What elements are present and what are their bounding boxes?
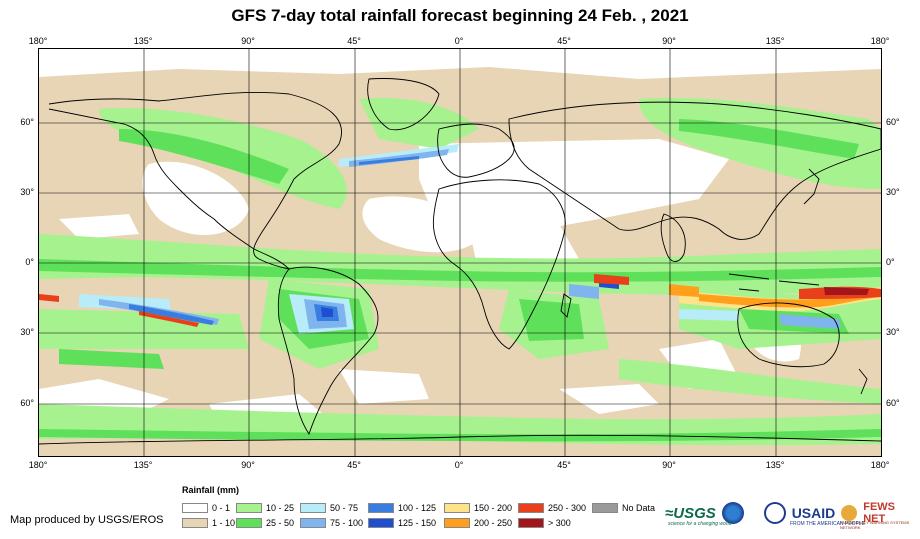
legend-swatch xyxy=(592,502,618,513)
legend-swatch xyxy=(236,502,262,513)
right-tick-label: 60° xyxy=(886,117,900,127)
noaa-icon xyxy=(721,502,744,524)
legend-label: 50 - 75 xyxy=(330,502,359,513)
legend-label: > 300 xyxy=(548,517,571,528)
legend-label: 150 - 200 xyxy=(474,502,513,513)
legend-swatch xyxy=(300,517,326,528)
graticule xyxy=(39,49,881,456)
legend-item: 25 - 50 xyxy=(236,517,294,528)
map-title: GFS 7-day total rainfall forecast beginn… xyxy=(231,6,689,25)
left-tick-label: 0° xyxy=(25,257,34,267)
usaid-tagline: FROM THE AMERICAN PEOPLE xyxy=(790,521,865,527)
left-tick-label: 30° xyxy=(20,327,34,337)
legend-label: 10 - 25 xyxy=(266,502,295,513)
rain-heavy xyxy=(39,274,881,327)
legend-item: 125 - 150 xyxy=(368,517,436,528)
bottom-tick-label: 180° xyxy=(28,460,48,470)
legend-swatch xyxy=(518,517,544,528)
legend-swatch xyxy=(182,502,208,513)
top-tick-label: 180° xyxy=(28,36,48,46)
bottom-tick-label: 90° xyxy=(241,460,255,470)
legend-item: 50 - 75 xyxy=(300,502,358,513)
top-tick-label: 180° xyxy=(870,36,890,46)
right-tick-label: 30° xyxy=(886,187,900,197)
legend-label: 25 - 50 xyxy=(266,517,295,528)
legend-item: 1 - 10 xyxy=(182,517,235,528)
logo-bar: ≈USGS USAID FEWS NET xyxy=(665,497,920,529)
rainfall-map xyxy=(38,48,882,457)
bottom-tick-label: 135° xyxy=(133,460,153,470)
bottom-tick-label: 45° xyxy=(347,460,361,470)
legend-item: > 300 xyxy=(518,517,571,528)
bottom-tick-label: 0° xyxy=(454,460,464,470)
legend-label: 200 - 250 xyxy=(474,517,513,528)
legend-swatch xyxy=(368,517,394,528)
legend-item: 0 - 1 xyxy=(182,502,230,513)
legend-item: 10 - 25 xyxy=(236,502,294,513)
legend-item: 75 - 100 xyxy=(300,517,363,528)
legend-swatch xyxy=(518,502,544,513)
top-tick-label: 45° xyxy=(347,36,361,46)
legend-swatch xyxy=(236,517,262,528)
legend-title: Rainfall (mm) xyxy=(182,485,240,495)
top-tick-label: 45° xyxy=(557,36,571,46)
usaid-seal-icon xyxy=(763,502,786,524)
left-tick-label: 30° xyxy=(20,187,34,197)
legend-swatch xyxy=(444,517,470,528)
usgs-logo: ≈USGS xyxy=(665,504,716,522)
credit-text: Map produced by USGS/EROS xyxy=(10,514,164,526)
right-tick-label: 0° xyxy=(886,257,895,267)
legend-label: 125 - 150 xyxy=(398,517,437,528)
top-tick-label: 90° xyxy=(241,36,255,46)
legend-item: 200 - 250 xyxy=(444,517,512,528)
legend-label: No Data xyxy=(622,502,656,513)
right-tick-label: 30° xyxy=(886,327,900,337)
fews-net-logo: FEWS NET xyxy=(863,501,896,525)
left-tick-label: 60° xyxy=(20,398,34,408)
legend-item: 250 - 300 xyxy=(518,502,586,513)
usaid-logo: USAID xyxy=(791,505,836,521)
usgs-tagline: science for a changing world xyxy=(668,521,732,527)
legend-item: No Data xyxy=(592,502,655,513)
top-tick-label: 0° xyxy=(454,36,464,46)
top-tick-label: 90° xyxy=(662,36,676,46)
bottom-tick-label: 90° xyxy=(662,460,676,470)
coastlines xyxy=(39,78,881,445)
top-tick-label: 135° xyxy=(133,36,153,46)
legend-swatch xyxy=(444,502,470,513)
legend-swatch xyxy=(182,517,208,528)
legend-label: 250 - 300 xyxy=(548,502,587,513)
bottom-tick-label: 45° xyxy=(557,460,571,470)
legend-label: 75 - 100 xyxy=(330,517,364,528)
legend-label: 0 - 1 xyxy=(212,502,231,513)
bottom-tick-label: 180° xyxy=(870,460,890,470)
legend-item: 100 - 125 xyxy=(368,502,436,513)
right-tick-label: 60° xyxy=(886,398,900,408)
legend-label: 1 - 10 xyxy=(212,517,236,528)
fews-net-tagline: FAMINE EARLY WARNING SYSTEMS NETWORK xyxy=(840,520,910,530)
legend-swatch xyxy=(300,502,326,513)
bottom-tick-label: 135° xyxy=(765,460,785,470)
fews-net-icon xyxy=(841,505,858,521)
map-canvas xyxy=(39,49,881,456)
top-tick-label: 135° xyxy=(765,36,785,46)
legend-swatch xyxy=(368,502,394,513)
legend-item: 150 - 200 xyxy=(444,502,512,513)
left-tick-label: 60° xyxy=(20,117,34,127)
legend-label: 100 - 125 xyxy=(398,502,437,513)
